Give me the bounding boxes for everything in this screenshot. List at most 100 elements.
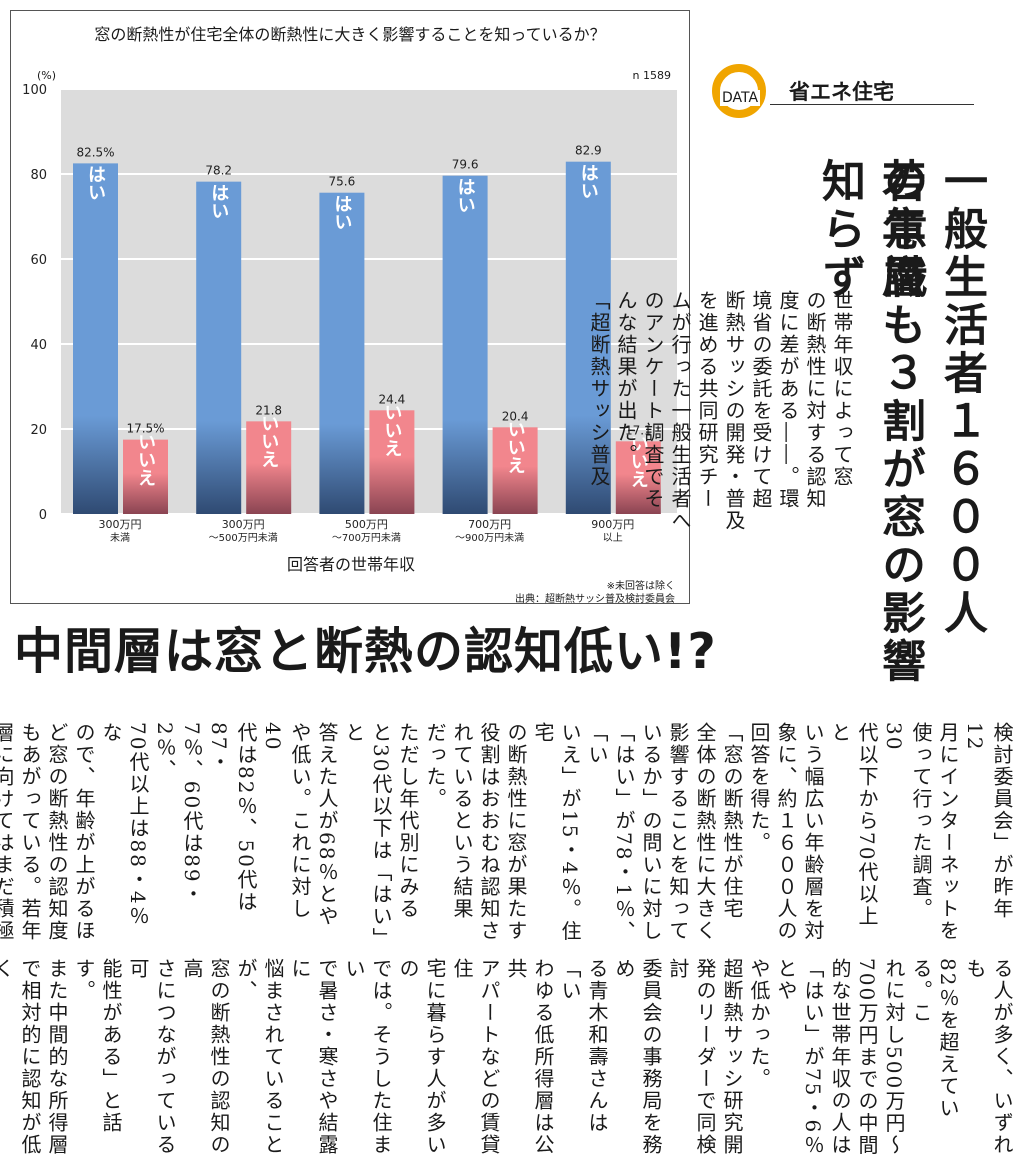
bar-plot: 02040608010082.5%はい17.5%いいえ300万円未満78.2はい… (22, 83, 677, 544)
body-top-line: の断熱性に窓が果たす (504, 722, 528, 942)
body-bottom-line: さにつながっている可 (126, 958, 177, 1156)
lead-line: のアンケート調査でそ (641, 290, 665, 510)
body-top-line: 7％、60代は89・2％、 (153, 722, 204, 906)
body-bottom-line: 宅に暮らす人が多いの (396, 958, 447, 1156)
body-top-line: 答えた人が68％とや (315, 722, 339, 928)
body-top-line: 回答を得た。 (747, 722, 771, 854)
body-bottom-line: 的な世帯年収の人は (828, 958, 852, 1156)
body-top-line: 層に向けてはまだ積極 (0, 722, 15, 942)
body-top-line: 役割はおおむね認知さ (477, 722, 501, 942)
section-title: 省エネ住宅 (789, 80, 894, 104)
body-bottom-line: る青木和壽さんは「い (558, 958, 609, 1134)
x-tick-sublabel: ～900万円未満 (455, 532, 524, 544)
body-top-line: ただし年代別にみる (396, 722, 420, 920)
data-label: 20.4 (502, 409, 529, 423)
x-tick-sublabel: ～700万円未満 (332, 532, 401, 544)
body-bottom-line: 窓の断熱性の認知の高 (180, 958, 231, 1156)
body-bottom-line: で暑さ・寒さや結露に (288, 958, 339, 1156)
data-logo-mark: DATA (720, 90, 761, 106)
bar-series-label: はい (331, 195, 352, 231)
main-headline: 中間層は窓と断熱の認知低い!? (14, 623, 717, 680)
body-top-line: 代以下から70代以上と (828, 722, 879, 928)
body-bottom-line: 発のリーダーで同検討 (666, 958, 717, 1156)
x-tick-label: 900万円 (591, 518, 634, 531)
body-bottom-line: 委員会の事務局を務め (612, 958, 663, 1156)
data-label: 75.6 (329, 175, 356, 189)
body-top-line: 70代以上は88・4％な (99, 722, 150, 928)
bar-no (123, 439, 168, 514)
y-tick-label: 20 (30, 423, 47, 438)
x-tick-label: 300万円 (222, 518, 265, 531)
body-top-line: もあがっている。若年 (18, 722, 42, 942)
data-label: 21.8 (255, 403, 282, 417)
bar-series-label: いいえ (505, 420, 526, 474)
body-top-line: 「窓の断熱性が住宅 (720, 722, 744, 920)
lead-line: を進める共同研究チー (695, 290, 719, 510)
lead-line: 「超断熱サッシ普及 (587, 290, 611, 488)
bar-yes (319, 192, 365, 514)
bar-series-label: いいえ (381, 403, 402, 457)
note-unanswered: ※未回答は除く (606, 581, 675, 592)
body-top-line: 検討委員会」が昨年12 (963, 722, 1014, 920)
x-tick-label: 500万円 (345, 518, 388, 531)
note-source: 出典：超断熱サッシ普及検討委員会 (515, 594, 675, 605)
body-bottom-line: 700万円までの中間 (855, 958, 879, 1157)
data-label: 82.9 (575, 144, 602, 158)
body-bottom-line: では。そうした住まい (342, 958, 393, 1156)
body-top-line: ど窓の断熱性の認知度 (45, 722, 69, 942)
body-top-line: 月にインターネットを (936, 722, 960, 942)
lead-line: の断熱性に対する認知 (803, 290, 827, 510)
survey-chart: 窓の断熱性が住宅全体の断熱性に大きく影響することを知っているか？ (%) n 1… (10, 10, 690, 605)
body-top-line: 象に、約１６００人の (774, 722, 798, 942)
lead-line: 断熱サッシの開発・普及 (722, 290, 746, 532)
body-top-line: いう幅広い年齢層を対 (801, 722, 825, 942)
body-bottom-line: れに対し500万円～ (882, 958, 906, 1157)
data-label: 17.1 (625, 423, 652, 437)
body-bottom-line: また中間的な所得層 (45, 958, 69, 1156)
y-axis-unit: (%) (37, 69, 57, 82)
x-tick-sublabel: 未満 (110, 532, 130, 544)
body-bottom-line: や低かった。 (747, 958, 771, 1090)
body-top-line: ので、年齢が上がるほ (72, 722, 96, 942)
sample-size: n 1589 (632, 69, 671, 82)
bar-yes (442, 175, 488, 514)
article-headline-1: 一般生活者１６００人の意識 (876, 158, 987, 638)
bar-yes (196, 181, 242, 514)
bar-series-label: はい (578, 164, 599, 200)
body-top-line: だった。 (423, 722, 447, 810)
data-label: 24.4 (379, 392, 406, 406)
lead-line: ムが行った一般生活者へ (668, 290, 692, 532)
y-tick-label: 0 (39, 508, 47, 523)
bar-series-label: いいえ (135, 433, 156, 487)
bar-series-label: いいえ (628, 434, 649, 488)
x-axis-title: 回答者の世帯年収 (286, 555, 415, 574)
y-tick-label: 60 (30, 253, 47, 268)
body-top-line: や低い。これに対し40 (261, 722, 312, 920)
body-bottom-line: る人が多く、いずれも (963, 958, 1014, 1156)
body-top-line: れているという結果 (450, 722, 474, 920)
data-label: 17.5% (126, 422, 164, 436)
body-bottom-line: で相対的に認知が低く (0, 958, 42, 1156)
x-tick-label: 300万円 (99, 518, 142, 531)
body-top-line: 「はい」が78・1％、「い (585, 722, 636, 943)
bar-series-label: はい (208, 184, 229, 220)
data-label: 79.6 (452, 158, 479, 172)
bar-series-label: いいえ (258, 414, 279, 468)
body-top-line: 代は82％、50代は87・ (207, 722, 258, 913)
bar-yes (565, 161, 611, 515)
lead-line: 世帯年収によって窓 (830, 290, 854, 488)
body-bottom-line: 能性がある」と話す。 (72, 958, 123, 1134)
bar-no (492, 427, 538, 514)
lead-line: んな結果が出た。 (614, 290, 638, 466)
body-bottom-line: アパートなどの賃貸住 (450, 958, 501, 1156)
article-body-bottom: る人が多く、いずれも 82％を超えている。こ れに対し500万円～ 700万円までの中… (0, 958, 1015, 1158)
y-tick-label: 100 (22, 83, 47, 98)
bar-series-label: はい (455, 178, 476, 214)
body-bottom-line: 悩まされていることが、 (234, 958, 285, 1156)
y-tick-label: 80 (30, 168, 47, 183)
lead-line: 境省の委託を受けて超 (749, 290, 773, 510)
article-body-top: 検討委員会」が昨年12 月にインターネットを 使って行った調査。30 代以下から70代… (0, 722, 1015, 947)
x-tick-sublabel: ～500万円未満 (209, 532, 278, 544)
section-rule (770, 104, 974, 105)
bar-no (369, 410, 415, 514)
